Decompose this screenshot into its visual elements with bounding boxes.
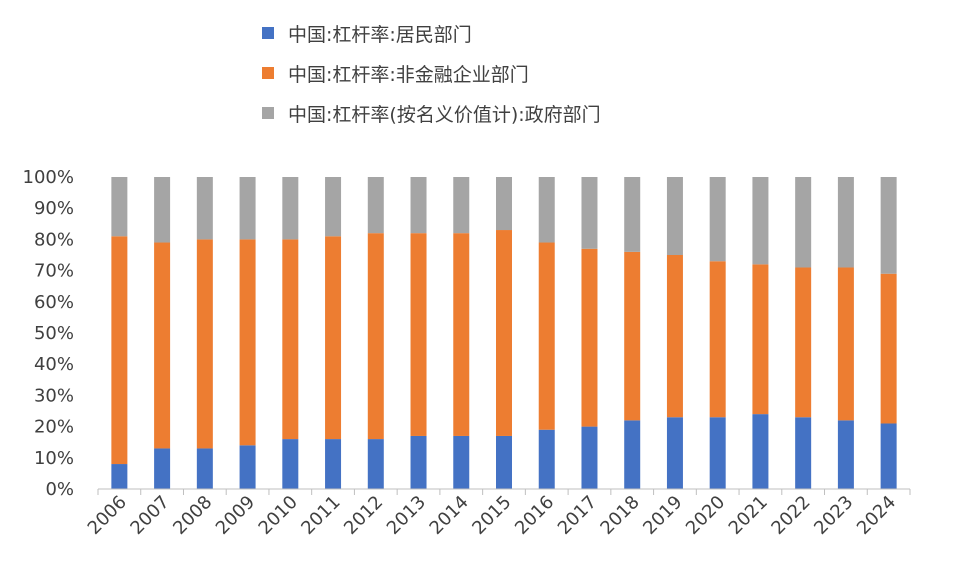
bar-government-2007 xyxy=(154,177,171,243)
bar-government-2024 xyxy=(880,177,897,274)
x-tick-label: 2013 xyxy=(383,492,430,539)
bar-nonfinancial-corporate-2011 xyxy=(325,236,342,440)
bar-government-2015 xyxy=(496,177,512,231)
bar-household-2009 xyxy=(239,445,256,489)
x-tick-label: 2006 xyxy=(84,492,131,539)
bar-nonfinancial-corporate-2022 xyxy=(795,267,812,418)
bar-household-2022 xyxy=(795,417,812,489)
bar-government-2016 xyxy=(538,177,555,243)
bar-household-2015 xyxy=(496,435,512,489)
y-tick-label: 100% xyxy=(23,167,74,188)
legend-label-household: 中国:杠杆率:居民部门 xyxy=(288,24,472,46)
bar-household-2020 xyxy=(709,417,726,489)
x-tick-label: 2010 xyxy=(255,492,302,539)
legend-swatch-government xyxy=(262,107,274,119)
x-tick-label: 2021 xyxy=(725,492,772,539)
bar-group xyxy=(111,177,897,489)
bar-government-2013 xyxy=(410,177,427,234)
x-tick-label: 2015 xyxy=(468,492,515,539)
bar-household-2024 xyxy=(880,423,897,489)
y-tick-label: 70% xyxy=(34,261,74,282)
bar-nonfinancial-corporate-2007 xyxy=(154,242,171,449)
y-tick-label: 60% xyxy=(34,292,74,313)
bar-nonfinancial-corporate-2010 xyxy=(282,239,299,440)
bar-nonfinancial-corporate-2009 xyxy=(239,239,256,446)
x-tick-label: 2014 xyxy=(426,492,473,539)
legend-swatch-nonfinancial-corporate xyxy=(262,67,274,79)
x-tick-label: 2024 xyxy=(853,492,900,539)
bar-government-2014 xyxy=(453,177,470,234)
bar-household-2018 xyxy=(624,420,641,489)
bar-household-2008 xyxy=(196,448,213,489)
x-tick-label: 2020 xyxy=(682,492,729,539)
bar-government-2008 xyxy=(196,177,213,240)
bar-household-2013 xyxy=(410,435,427,489)
y-tick-label: 50% xyxy=(34,323,74,344)
y-tick-label: 20% xyxy=(34,417,74,438)
bar-household-2017 xyxy=(581,426,598,489)
bar-government-2023 xyxy=(837,177,854,268)
x-tick-label: 2019 xyxy=(639,492,686,539)
y-tick-label: 90% xyxy=(34,198,74,219)
bar-government-2020 xyxy=(709,177,726,262)
bar-nonfinancial-corporate-2021 xyxy=(752,264,769,415)
y-tick-label: 0% xyxy=(45,479,74,500)
bar-government-2018 xyxy=(624,177,641,252)
bar-nonfinancial-corporate-2012 xyxy=(367,233,384,440)
x-tick-label: 2017 xyxy=(554,492,601,539)
bar-nonfinancial-corporate-2006 xyxy=(111,236,128,465)
bar-government-2019 xyxy=(666,177,683,255)
x-tick-label: 2007 xyxy=(126,492,173,539)
bar-nonfinancial-corporate-2017 xyxy=(581,248,598,427)
bar-nonfinancial-corporate-2008 xyxy=(196,239,213,449)
bar-nonfinancial-corporate-2014 xyxy=(453,233,470,436)
bar-nonfinancial-corporate-2015 xyxy=(496,230,512,436)
bar-government-2022 xyxy=(795,177,812,268)
y-tick-label: 30% xyxy=(34,385,74,406)
bar-nonfinancial-corporate-2013 xyxy=(410,233,427,436)
x-tick-label: 2022 xyxy=(767,492,814,539)
bar-government-2012 xyxy=(367,177,384,234)
legend-swatch-household xyxy=(262,27,274,39)
x-tick-label: 2012 xyxy=(340,492,387,539)
bar-household-2011 xyxy=(325,439,342,489)
y-axis: 0% 10% 20% 30% 40% 50% 60% 70% 80% 90% 100% xyxy=(23,167,74,500)
bar-nonfinancial-corporate-2023 xyxy=(837,267,854,421)
bar-household-2012 xyxy=(367,439,384,489)
bar-nonfinancial-corporate-2019 xyxy=(666,255,683,418)
bar-household-2014 xyxy=(453,435,470,489)
bar-government-2017 xyxy=(581,177,598,249)
x-axis: 2006200720082009201020112012201320142015… xyxy=(84,488,911,539)
bar-household-2023 xyxy=(837,420,854,489)
bar-nonfinancial-corporate-2020 xyxy=(709,261,726,418)
y-tick-label: 80% xyxy=(34,229,74,250)
bar-government-2021 xyxy=(752,177,769,265)
bar-household-2019 xyxy=(666,417,683,489)
bar-household-2007 xyxy=(154,448,171,489)
legend-label-government: 中国:杠杆率(按名义价值计):政府部门 xyxy=(288,104,601,126)
bar-nonfinancial-corporate-2016 xyxy=(538,242,555,430)
x-tick-label: 2023 xyxy=(810,492,857,539)
x-tick-label: 2016 xyxy=(511,492,558,539)
bar-government-2009 xyxy=(239,177,256,240)
bar-government-2011 xyxy=(325,177,342,237)
bar-government-2006 xyxy=(111,177,128,237)
bar-household-2021 xyxy=(752,414,769,489)
x-tick-label: 2011 xyxy=(297,492,344,539)
x-tick-label: 2008 xyxy=(169,492,216,539)
bar-nonfinancial-corporate-2024 xyxy=(880,273,897,424)
x-tick-label: 2009 xyxy=(212,492,259,539)
bar-household-2010 xyxy=(282,439,299,489)
bar-nonfinancial-corporate-2018 xyxy=(624,251,641,421)
y-tick-label: 40% xyxy=(34,354,74,375)
bar-household-2016 xyxy=(538,429,555,489)
chart-legend: 中国:杠杆率:居民部门 中国:杠杆率:非金融企业部门 中国:杠杆率(按名义价值计… xyxy=(262,24,601,126)
bar-government-2010 xyxy=(282,177,299,240)
x-tick-label: 2018 xyxy=(597,492,644,539)
y-tick-label: 10% xyxy=(34,448,74,469)
bar-household-2006 xyxy=(111,464,128,489)
legend-label-nonfinancial-corporate: 中国:杠杆率:非金融企业部门 xyxy=(288,64,529,86)
